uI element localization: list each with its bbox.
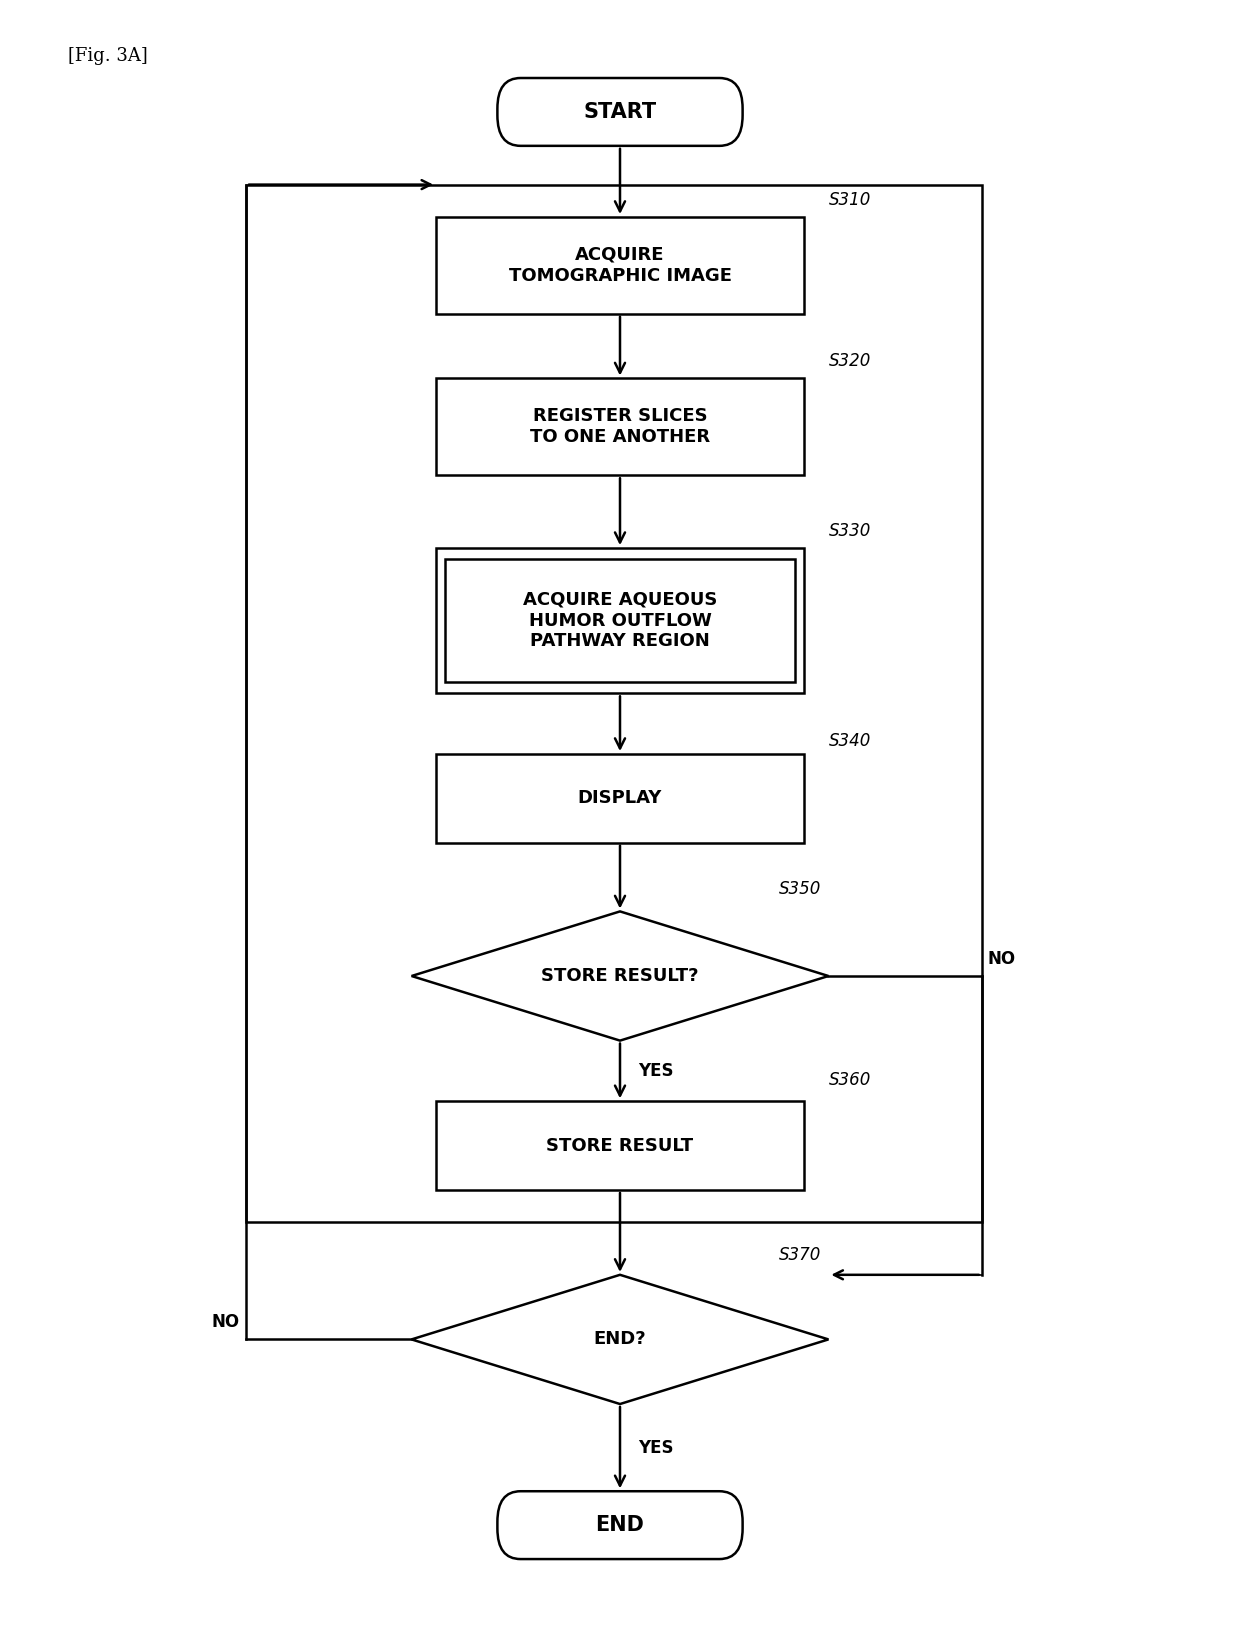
Text: S370: S370 [780, 1246, 822, 1264]
Text: END: END [595, 1515, 645, 1535]
Text: NO: NO [988, 950, 1016, 968]
Text: ACQUIRE
TOMOGRAPHIC IMAGE: ACQUIRE TOMOGRAPHIC IMAGE [508, 246, 732, 285]
Text: YES: YES [639, 1062, 673, 1080]
FancyBboxPatch shape [497, 1491, 743, 1559]
Text: STORE RESULT: STORE RESULT [547, 1137, 693, 1155]
Text: [Fig. 3A]: [Fig. 3A] [68, 47, 148, 65]
Bar [246, 184, 982, 1222]
Text: START: START [584, 103, 656, 122]
Text: ACQUIRE AQUEOUS
HUMOR OUTFLOW
PATHWAY REGION: ACQUIRE AQUEOUS HUMOR OUTFLOW PATHWAY RE… [523, 591, 717, 650]
Text: S330: S330 [828, 521, 870, 539]
FancyBboxPatch shape [497, 78, 743, 147]
Text: STORE RESULT?: STORE RESULT? [541, 968, 699, 986]
Text: END?: END? [594, 1331, 646, 1349]
Text: S350: S350 [780, 881, 822, 899]
Polygon shape [412, 1276, 828, 1404]
Bar [436, 547, 804, 694]
Text: S340: S340 [828, 731, 870, 749]
Polygon shape [412, 911, 828, 1041]
Bar [436, 754, 804, 842]
Text: S310: S310 [828, 191, 870, 209]
Bar [445, 559, 795, 683]
Text: S360: S360 [828, 1072, 870, 1090]
Bar [436, 378, 804, 476]
Bar [436, 1101, 804, 1191]
Text: REGISTER SLICES
TO ONE ANOTHER: REGISTER SLICES TO ONE ANOTHER [529, 407, 711, 446]
Text: DISPLAY: DISPLAY [578, 790, 662, 808]
Text: S320: S320 [828, 352, 870, 370]
Text: YES: YES [639, 1438, 673, 1456]
Bar [436, 217, 804, 314]
Text: NO: NO [212, 1313, 239, 1331]
